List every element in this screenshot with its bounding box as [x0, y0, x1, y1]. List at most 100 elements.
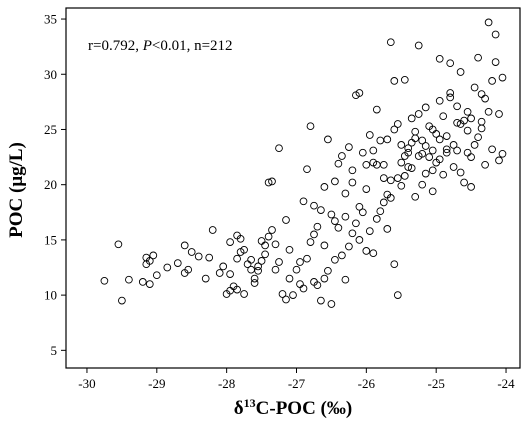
data-point — [250, 279, 259, 287]
data-point — [446, 93, 455, 102]
data-point — [498, 149, 507, 158]
data-point — [421, 169, 430, 178]
data-point — [285, 245, 294, 254]
data-point — [379, 174, 388, 182]
data-point — [208, 226, 217, 234]
data-point — [421, 142, 430, 150]
data-point — [488, 145, 496, 154]
data-point — [331, 217, 339, 225]
data-point — [201, 274, 210, 283]
data-point — [467, 183, 475, 191]
data-point — [432, 158, 441, 167]
data-point — [261, 250, 269, 259]
data-point — [411, 192, 420, 201]
data-point — [481, 160, 489, 169]
axis-ticks: -30 -29 -28 -27 -26 -25 -24 5 10 15 20 25 30 35 — [44, 12, 515, 391]
x-tick-label: -27 — [288, 376, 306, 391]
data-point — [264, 232, 273, 241]
plot-frame — [65, 7, 521, 369]
data-point — [393, 291, 402, 299]
data-point — [341, 189, 350, 198]
data-point — [390, 77, 399, 85]
data-point — [418, 136, 427, 145]
data-point — [456, 168, 465, 177]
data-point — [456, 68, 465, 76]
data-point — [268, 177, 276, 186]
data-point — [425, 153, 434, 161]
data-point — [233, 254, 241, 263]
data-point — [320, 241, 329, 250]
data-point — [474, 53, 482, 62]
data-point — [467, 114, 475, 123]
y-tick-label: 10 — [44, 288, 57, 303]
data-point — [254, 266, 262, 275]
data-point — [327, 210, 336, 219]
y-axis-title: POC (μg/L) — [6, 142, 27, 238]
data-point — [372, 160, 381, 169]
data-point — [477, 117, 486, 126]
data-point — [114, 240, 123, 249]
data-point — [460, 178, 468, 187]
data-point — [219, 262, 228, 271]
data-point — [296, 258, 304, 266]
data-point — [400, 75, 409, 84]
x-tick-label: -26 — [358, 376, 376, 391]
data-point — [453, 102, 461, 111]
y-tick-label: 30 — [44, 67, 57, 82]
data-point — [341, 212, 350, 221]
data-point — [247, 255, 255, 264]
data-point — [404, 144, 413, 153]
data-point — [453, 118, 461, 127]
data-point — [463, 107, 472, 116]
data-point — [390, 125, 399, 134]
data-point — [257, 257, 266, 265]
data-point — [435, 54, 444, 63]
y-tick-label: 35 — [44, 12, 57, 27]
data-point — [299, 197, 308, 206]
data-point — [428, 125, 437, 134]
x-tick-label: -29 — [148, 376, 165, 391]
data-point — [187, 248, 196, 256]
data-point — [341, 275, 350, 284]
data-point — [390, 260, 399, 269]
x-tick-label: -28 — [218, 376, 235, 391]
data-point — [414, 41, 423, 50]
data-point — [100, 276, 109, 285]
data-point — [404, 148, 413, 157]
data-point — [205, 253, 214, 262]
data-point — [463, 126, 472, 135]
data-point — [442, 145, 451, 154]
data-point — [303, 165, 311, 174]
data-point — [372, 105, 381, 114]
data-point — [138, 278, 147, 286]
y-tick-label: 25 — [44, 122, 57, 137]
x-tick-label: -30 — [78, 376, 95, 391]
data-point — [446, 59, 455, 68]
data-point — [184, 265, 193, 274]
data-point — [421, 103, 430, 112]
data-point — [313, 281, 322, 290]
data-point — [400, 172, 409, 180]
data-point — [442, 148, 451, 157]
data-point — [407, 164, 416, 172]
data-point — [358, 148, 367, 157]
data-point — [386, 176, 395, 185]
data-point — [289, 291, 297, 299]
data-point — [268, 226, 276, 234]
data-point — [125, 275, 133, 284]
data-point — [324, 266, 332, 275]
stats-annotation: r=0.792, P<0.01, n=212 — [88, 38, 233, 54]
data-point — [386, 194, 395, 202]
data-point — [442, 132, 451, 140]
x-axis-title: δ13C-POC (‰) — [234, 396, 352, 419]
data-point — [285, 274, 294, 283]
data-point — [142, 253, 151, 262]
data-point — [453, 146, 461, 155]
data-point — [345, 242, 353, 251]
data-point — [275, 258, 283, 266]
data-point — [470, 83, 479, 92]
data-point — [449, 163, 458, 171]
data-points — [100, 18, 507, 308]
data-point — [152, 271, 161, 280]
